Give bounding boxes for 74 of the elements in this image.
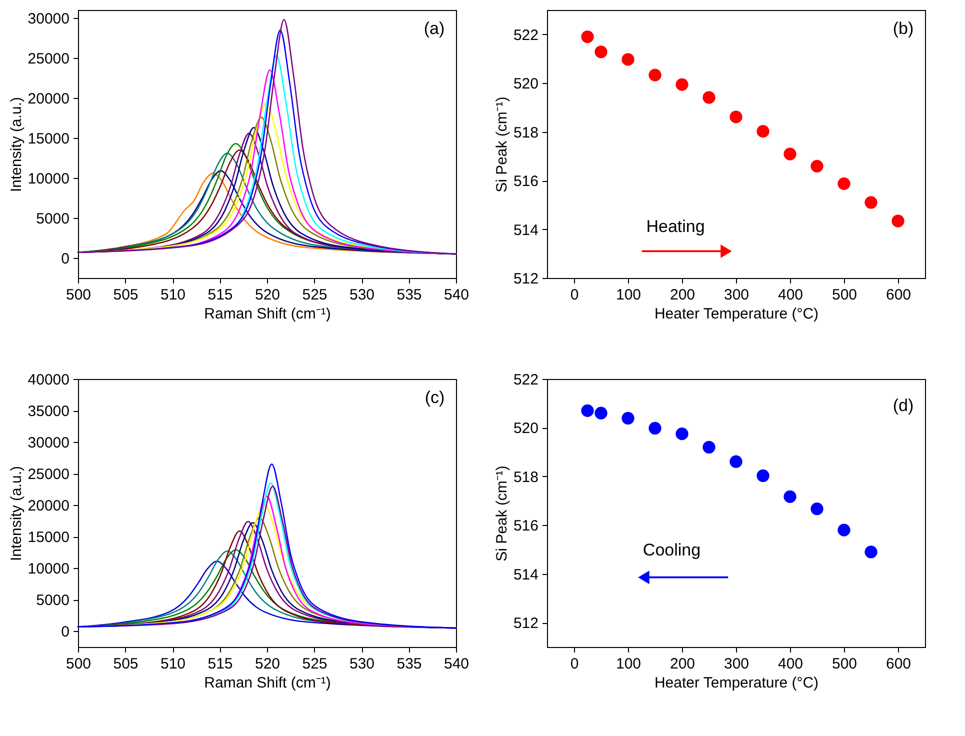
x-tick-label: 200 — [670, 656, 696, 672]
y-tick-label: 30000 — [28, 434, 70, 452]
x-tick-label: 510 — [160, 656, 186, 672]
y-axis-title: Si Peak (cm⁻¹) — [493, 96, 510, 192]
x-tick-label: 515 — [208, 286, 233, 304]
y-tick-label: 10000 — [28, 170, 70, 188]
x-tick-label: 100 — [616, 286, 642, 304]
x-tick-label: 535 — [396, 286, 422, 304]
y-tick-label: 25000 — [28, 466, 70, 484]
y-tick-label: 512 — [513, 270, 538, 288]
annotation: (d) — [892, 396, 914, 415]
x-tick-label: 500 — [66, 286, 92, 304]
annotation: Heating — [646, 217, 705, 236]
x-tick-label: 540 — [444, 656, 470, 672]
annotation: (b) — [892, 18, 914, 38]
y-tick-label: 20000 — [28, 498, 70, 515]
x-axis-title: Heater Temperature (°C) — [654, 674, 819, 692]
y-tick-label: 5000 — [36, 210, 70, 228]
x-tick-label: 500 — [832, 656, 858, 672]
x-tick-label: 535 — [396, 656, 422, 672]
x-axis-title: Heater Temperature (°C) — [654, 306, 819, 322]
x-tick-label: 600 — [886, 286, 912, 304]
x-tick-label: 515 — [208, 656, 233, 672]
y-tick-label: 514 — [513, 222, 538, 239]
y-tick-label: 520 — [513, 420, 538, 438]
y-tick-label: 522 — [513, 26, 538, 44]
x-axis-title: Raman Shift (cm⁻¹) — [204, 306, 331, 322]
y-tick-label: 512 — [513, 615, 538, 632]
x-tick-label: 530 — [349, 656, 375, 672]
y-tick-label: 518 — [513, 468, 538, 486]
y-tick-label: 40000 — [28, 372, 70, 388]
x-tick-label: 500 — [66, 656, 92, 672]
x-axis-title: Raman Shift (cm⁻¹) — [204, 674, 331, 692]
x-tick-label: 400 — [778, 286, 804, 304]
y-tick-label: 15000 — [28, 130, 70, 148]
x-tick-label: 500 — [832, 286, 858, 304]
y-tick-label: 35000 — [28, 403, 70, 420]
y-tick-label: 518 — [513, 124, 538, 142]
x-tick-label: 600 — [886, 656, 912, 672]
y-tick-label: 5000 — [36, 592, 70, 610]
x-tick-label: 525 — [302, 656, 328, 672]
x-tick-label: 520 — [254, 656, 280, 672]
y-axis-title: Si Peak (cm⁻¹) — [493, 466, 510, 562]
y-tick-label: 522 — [513, 372, 538, 388]
x-tick-label: 100 — [616, 656, 642, 672]
x-tick-label: 0 — [570, 656, 579, 672]
y-tick-label: 25000 — [28, 50, 70, 68]
y-tick-label: 15000 — [28, 529, 70, 546]
y-tick-label: 10000 — [28, 560, 70, 578]
x-tick-label: 530 — [349, 286, 375, 304]
x-tick-label: 200 — [670, 286, 696, 304]
x-tick-label: 505 — [113, 656, 138, 672]
y-axis-title: Intensity (a.u.) — [8, 96, 25, 192]
y-tick-label: 0 — [61, 250, 70, 268]
x-tick-label: 525 — [302, 286, 328, 304]
y-tick-label: 520 — [513, 76, 538, 93]
x-tick-label: 505 — [113, 286, 138, 304]
y-tick-label: 30000 — [28, 10, 70, 28]
x-tick-label: 0 — [570, 286, 579, 304]
y-tick-label: 0 — [61, 624, 70, 641]
x-tick-label: 300 — [724, 286, 750, 304]
y-axis-title: Intensity (a.u.) — [8, 466, 25, 562]
annotation: (c) — [424, 388, 445, 407]
y-tick-label: 516 — [513, 518, 538, 535]
y-tick-label: 20000 — [28, 90, 70, 108]
y-tick-label: 516 — [513, 173, 538, 190]
y-tick-label: 514 — [513, 566, 538, 584]
x-tick-label: 540 — [444, 286, 470, 304]
x-tick-label: 400 — [778, 656, 804, 672]
annotation: (a) — [424, 18, 445, 38]
annotation: Cooling — [642, 540, 701, 560]
x-tick-label: 510 — [160, 286, 186, 304]
x-tick-label: 300 — [724, 656, 750, 672]
x-tick-label: 520 — [254, 286, 280, 304]
